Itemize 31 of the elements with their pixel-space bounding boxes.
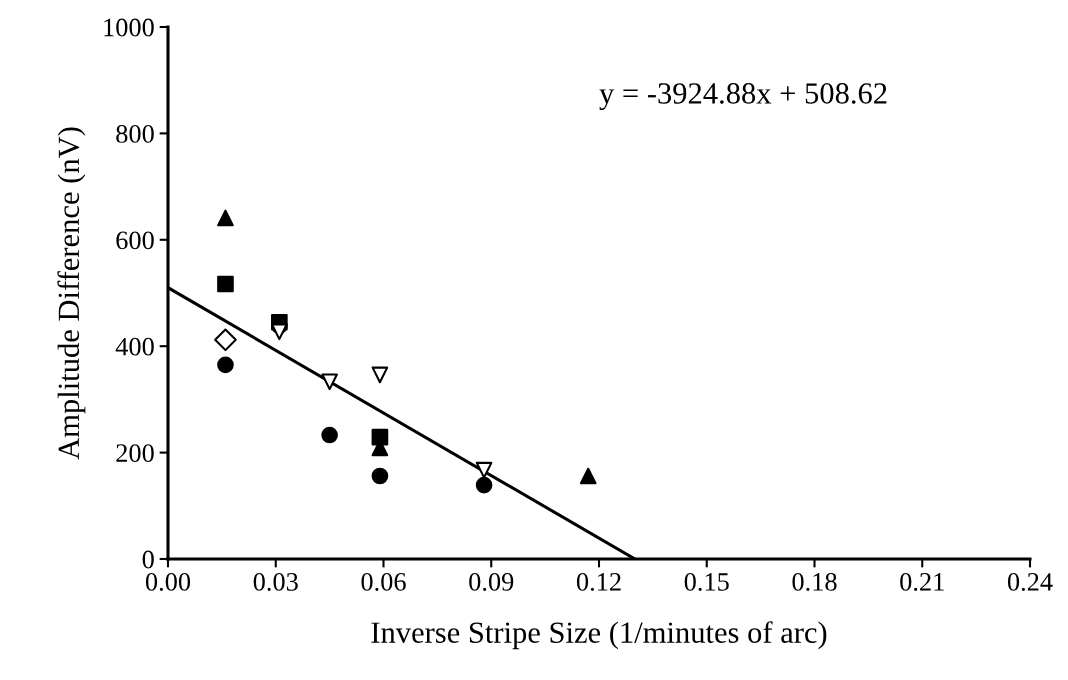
x-axis-title: Inverse Stripe Size (1/minutes of arc) — [371, 621, 827, 650]
y-tick-label: 1000 — [104, 18, 154, 37]
point — [475, 461, 493, 479]
x-tick-label: 0.15 — [684, 572, 729, 591]
y-tick-label: 0 — [142, 550, 154, 569]
y-tick-label: 400 — [115, 337, 154, 356]
point — [217, 356, 234, 374]
x-tick-label: 0.24 — [1007, 572, 1053, 591]
point — [371, 366, 389, 384]
point — [475, 476, 493, 494]
point — [214, 328, 237, 352]
point — [217, 209, 234, 227]
point — [321, 373, 338, 391]
x-tick-label: 0.21 — [900, 572, 944, 591]
y-tick-label: 600 — [116, 231, 154, 250]
point — [321, 426, 338, 444]
x-tick-label: 0.00 — [145, 572, 191, 591]
x-tick-label: 0.06 — [361, 572, 406, 591]
y-tick-label: 200 — [116, 444, 154, 463]
x-tick-label: 0.09 — [469, 572, 514, 591]
point — [579, 467, 597, 485]
x-tick-label: 0.18 — [792, 572, 837, 591]
point — [371, 467, 389, 485]
point — [271, 323, 288, 341]
y-axis-title: Amplitude Difference (nV) — [57, 127, 86, 460]
x-tick-label: 0.03 — [253, 572, 298, 591]
annotation: y = -3924.88x + 508.62 — [599, 83, 887, 111]
y-tick-label: 800 — [116, 125, 154, 143]
x-tick-label: 0.12 — [576, 572, 621, 591]
point — [371, 428, 389, 446]
point — [217, 275, 234, 293]
